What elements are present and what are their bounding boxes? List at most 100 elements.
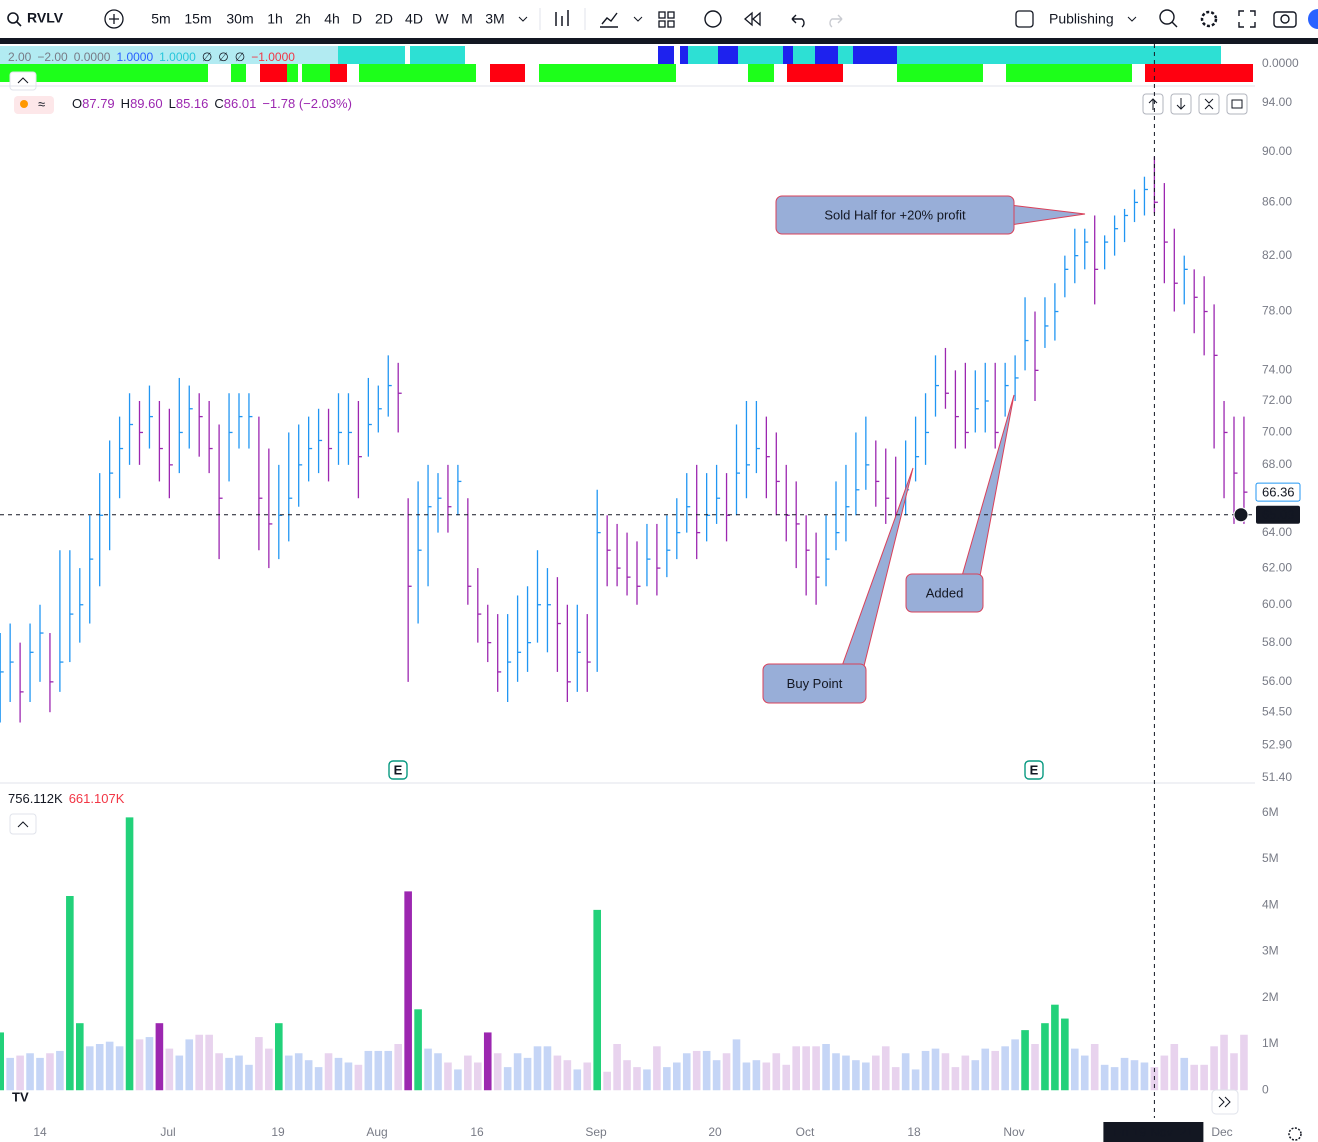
interval-button[interactable]: 2D [375,11,393,27]
volume-collapse[interactable] [9,813,37,835]
y-tick-label: 90.00 [1262,144,1292,158]
publish-button[interactable]: Publishing [1049,11,1114,27]
volume-bar [812,1046,820,1091]
crosshair-add[interactable] [1233,507,1249,523]
volume-bar [1220,1034,1228,1091]
quick-search[interactable] [1159,9,1175,25]
profile-button[interactable] [1308,9,1318,29]
interval-button[interactable]: 2h [295,11,311,27]
legend-icon[interactable] [14,96,54,114]
replay-button[interactable] [744,11,761,27]
interval-button[interactable]: 1h [267,11,283,27]
x-tick-label: Nov [1003,1125,1024,1139]
interval-button[interactable]: 3M [485,11,504,27]
volume-bar [414,1009,422,1091]
volume-bar [195,1034,203,1091]
volume-bar [732,1039,741,1091]
y-tick-label: 74.00 [1262,363,1292,377]
volume-bar [752,1060,761,1091]
volume-bar [1190,1064,1198,1091]
volume-bar [1090,1044,1099,1091]
symbol[interactable]: RVLV [27,10,64,26]
volume-bar [563,1060,572,1091]
volume-bar [434,1053,442,1091]
volume-bar [1200,1064,1208,1091]
interval-button[interactable]: 5m [151,11,170,27]
settings-button[interactable] [1200,10,1218,28]
x-tick-label: 14 [33,1125,47,1139]
volume-value: 756.112K [8,791,63,806]
volume-bar [245,1064,253,1091]
alert-button[interactable] [704,10,722,28]
y-tick-label: 54.50 [1262,704,1292,718]
publish-menu[interactable] [1127,16,1137,22]
legend-value: 89.60 [130,96,163,111]
redo-button[interactable] [829,14,843,28]
volume-bar [235,1055,243,1091]
earnings-marker[interactable] [1024,760,1044,780]
publish-checkbox[interactable] [1015,10,1034,28]
scroll-right[interactable] [1211,1089,1239,1115]
indicators-menu[interactable] [633,16,643,22]
volume-bar [613,1044,621,1091]
ohlc-legend: O87.79 H89.60 L85.16 C86.01 −1.78 (−2.03%) [72,96,352,111]
volume-bar [394,1044,402,1091]
x-tick-label: 16 [470,1125,484,1139]
x-tick-label: Jul [160,1125,175,1139]
layout-button[interactable] [658,11,675,28]
volume-bar [215,1053,223,1091]
interval-button[interactable]: D [352,11,362,27]
earnings-marker[interactable] [388,760,408,780]
interval-button[interactable]: 15m [184,11,211,27]
y-tick-label: 51.40 [1262,770,1292,784]
indicators-button[interactable] [600,12,618,28]
price-pane: 94.00 90.00 86.00 82.00 78.00 74.00 72.00 70.00… [0,95,1292,784]
interval-button[interactable]: 4D [405,11,423,27]
undo-button[interactable] [791,14,805,28]
indicator-value: 2.00 [8,50,32,64]
volume-bar [722,1053,731,1091]
logo[interactable]: TV [12,1089,29,1104]
volume-bar [792,1046,800,1091]
interval-button[interactable]: 4h [324,11,340,27]
search-icon-handle [16,21,22,27]
volume-bar [1230,1053,1238,1091]
axis-settings[interactable] [1288,1127,1302,1141]
volume-bar [1180,1057,1189,1091]
crosshair-date-tag [1103,1122,1204,1142]
volume-bar [802,1046,810,1091]
volume-bar [951,1067,960,1091]
interval-button[interactable]: W [435,11,449,27]
volume-bar [1061,1018,1069,1091]
volume-bar [185,1039,194,1091]
volume-bar [424,1048,432,1091]
interval-menu[interactable] [518,16,528,22]
interval-button[interactable]: 30m [226,11,253,27]
volume-bar [742,1062,751,1091]
legend-value: 87.79 [82,96,115,111]
y-tick-label: 60.00 [1262,597,1292,611]
callout-pointer [961,394,1015,577]
volume-bar [991,1050,999,1091]
x-tick-label: Dec [1211,1125,1232,1139]
maximize[interactable] [1226,93,1248,115]
chart-type-button[interactable] [555,10,569,26]
volume-bar [56,1050,64,1091]
volume-bar [1240,1034,1248,1091]
y-tick-label: 62.00 [1262,560,1292,574]
interval-button[interactable]: M [461,11,473,27]
volume-bar [1011,1039,1019,1091]
volume-bar [832,1053,840,1091]
snapshot-button[interactable] [1273,11,1297,28]
earnings-label: E [394,762,403,777]
add-symbol[interactable] [104,9,124,29]
callout-pointer [841,467,914,667]
fullscreen-button[interactable] [1238,10,1256,28]
search-icon[interactable] [7,12,19,24]
indicator-value: 1.0000 [116,50,153,64]
volume-bar [474,1062,482,1091]
collapse[interactable] [1198,93,1220,115]
volume-bar [66,896,74,1091]
crosshair-date-label: Fri 19 Nov '21 [1113,1124,1194,1139]
indicator-value: −1.0000 [251,50,295,64]
